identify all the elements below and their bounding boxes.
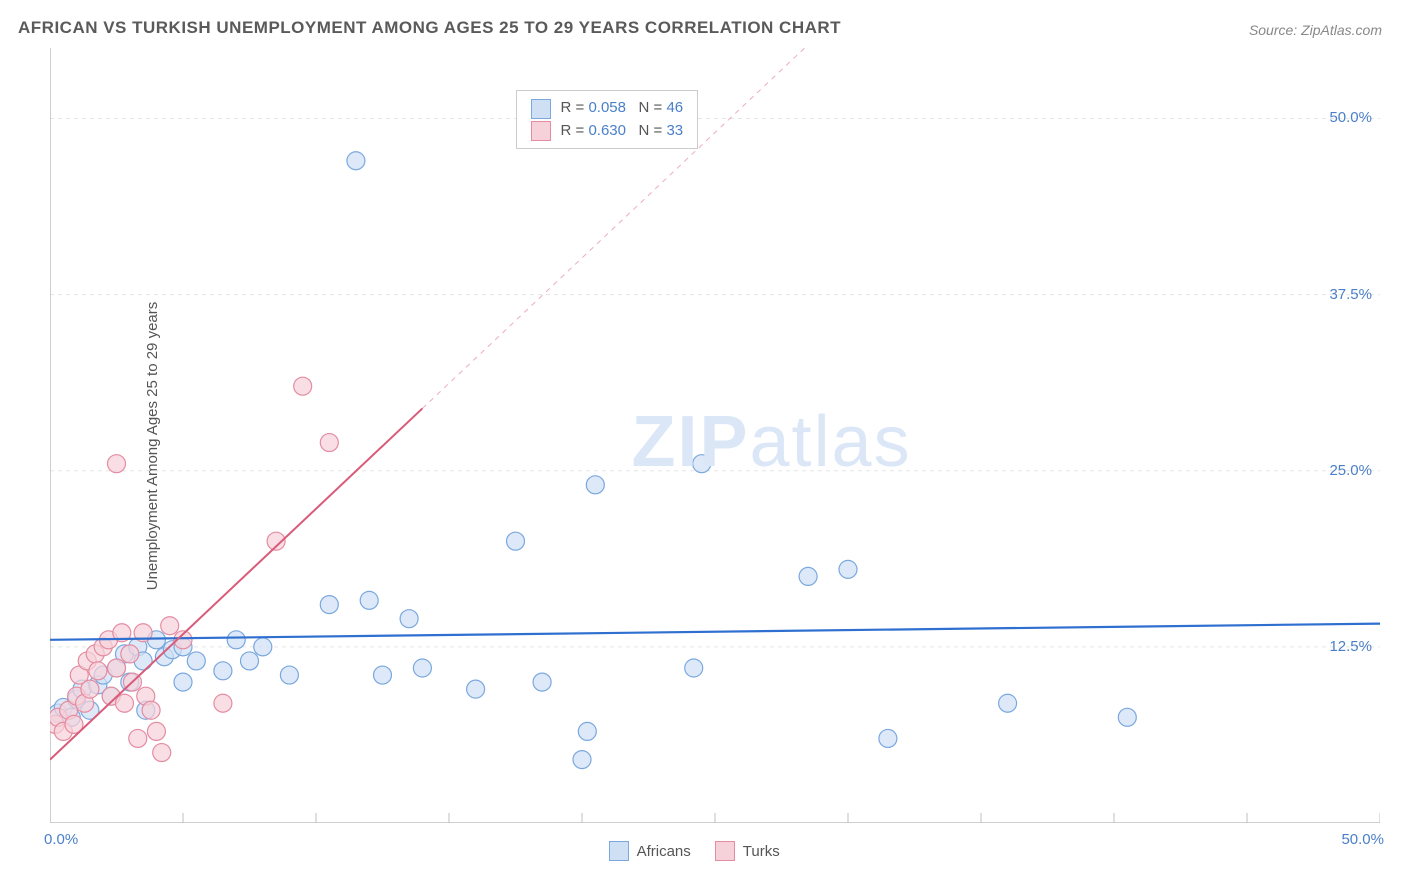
stats-text: R = 0.058 N = 46	[561, 97, 684, 120]
series-swatch	[531, 99, 551, 119]
legend-swatch	[609, 841, 629, 861]
axis-tick-label: 50.0%	[1329, 109, 1372, 126]
chart-title: AFRICAN VS TURKISH UNEMPLOYMENT AMONG AG…	[18, 18, 841, 38]
scatter-plot	[50, 48, 1380, 823]
axis-tick-label: 25.0%	[1329, 462, 1372, 479]
series-swatch	[531, 121, 551, 141]
axis-tick-label: 37.5%	[1329, 286, 1372, 303]
stats-row: R = 0.630 N = 33	[531, 120, 684, 143]
stats-row: R = 0.058 N = 46	[531, 97, 684, 120]
correlation-stats-box: R = 0.058 N = 46R = 0.630 N = 33	[516, 90, 699, 149]
legend-bottom: Africans Turks	[609, 841, 780, 861]
axis-tick-label: 50.0%	[1341, 831, 1384, 848]
source-label: Source: ZipAtlas.com	[1249, 22, 1382, 38]
legend-item: Turks	[715, 841, 780, 861]
legend-label: Africans	[637, 843, 691, 860]
axis-tick-label: 12.5%	[1329, 638, 1372, 655]
legend-label: Turks	[743, 843, 780, 860]
axis-tick-label: 0.0%	[44, 831, 78, 848]
stats-text: R = 0.630 N = 33	[561, 120, 684, 143]
legend-item: Africans	[609, 841, 691, 861]
legend-swatch	[715, 841, 735, 861]
